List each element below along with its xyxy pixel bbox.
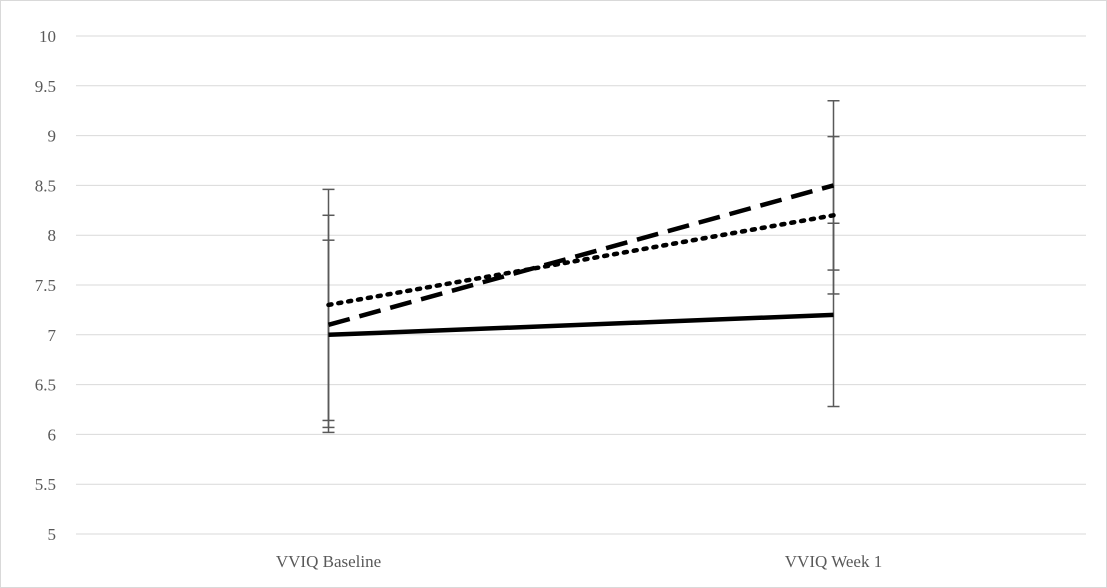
series-lines bbox=[326, 183, 836, 338]
y-tick-label: 9.5 bbox=[35, 77, 56, 96]
y-tick-label: 10 bbox=[39, 27, 56, 46]
x-category-label: VVIQ Week 1 bbox=[785, 552, 882, 571]
y-axis-tick-labels: 5 5.5 6 6.5 7 7.5 8 8.5 9 9.5 10 bbox=[35, 27, 57, 544]
x-category-label: VVIQ Baseline bbox=[276, 552, 381, 571]
y-tick-label: 8.5 bbox=[35, 176, 56, 195]
y-tick-label: 5 bbox=[48, 525, 57, 544]
error-bars bbox=[322, 99, 840, 434]
x-axis-category-labels: VVIQ Baseline VVIQ Week 1 bbox=[276, 552, 882, 571]
series-line-dotted bbox=[326, 213, 836, 308]
y-tick-label: 8 bbox=[48, 226, 57, 245]
y-tick-label: 6 bbox=[48, 425, 57, 444]
y-tick-label: 7 bbox=[48, 326, 57, 345]
y-tick-label: 6.5 bbox=[35, 376, 56, 395]
y-tick-label: 9 bbox=[48, 127, 57, 146]
series-line-dashed bbox=[327, 183, 835, 328]
series-line-solid bbox=[328, 312, 834, 338]
y-tick-label: 7.5 bbox=[35, 276, 56, 295]
y-tick-label: 5.5 bbox=[35, 475, 56, 494]
gridlines bbox=[76, 35, 1086, 535]
